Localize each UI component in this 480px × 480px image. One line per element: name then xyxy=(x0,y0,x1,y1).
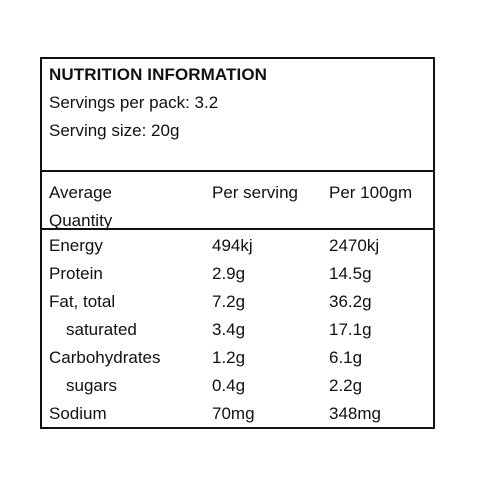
column-header-per-serving: Per serving xyxy=(212,183,298,202)
nutrient-row-sodium: Sodium 70mg 348mg xyxy=(42,398,433,426)
serving-size: Serving size: 20g xyxy=(49,121,180,140)
per-100-value: 17.1g xyxy=(329,320,372,339)
nutrient-name: Fat, total xyxy=(49,292,116,311)
label-header: NUTRITION INFORMATION Servings per pack:… xyxy=(42,59,433,172)
column-header-row: Average Quantity Per serving Per 100gm xyxy=(42,172,433,230)
per-100-value: 2.2g xyxy=(329,376,363,395)
nutrient-name: Carbohydrates xyxy=(49,348,161,367)
nutrient-name: Energy xyxy=(49,236,103,255)
nutrient-row-carbohydrates: Carbohydrates 1.2g 6.1g xyxy=(42,342,433,370)
nutrient-row-protein: Protein 2.9g 14.5g xyxy=(42,258,433,286)
per-serving-value: 494kj xyxy=(212,236,253,255)
per-100-value: 348mg xyxy=(329,404,381,423)
per-serving-value: 70mg xyxy=(212,404,255,423)
per-100-value: 6.1g xyxy=(329,348,363,367)
per-serving-value: 0.4g xyxy=(212,376,246,395)
column-header-quantity: Quantity xyxy=(49,211,113,230)
per-serving-value: 1.2g xyxy=(212,348,246,367)
nutrient-name: sugars xyxy=(66,376,118,395)
column-header-per-100: Per 100gm xyxy=(329,183,413,202)
per-100-value: 14.5g xyxy=(329,264,372,283)
nutrient-row-energy: Energy 494kj 2470kj xyxy=(42,230,433,258)
per-100-value: 2470kj xyxy=(329,236,380,255)
column-header-average-quantity: Average Quantity xyxy=(49,179,112,235)
nutrient-name: Sodium xyxy=(49,404,107,423)
nutrient-name: saturated xyxy=(66,320,137,339)
nutrient-row-sugars: sugars 0.4g 2.2g xyxy=(42,370,433,398)
nutrient-row-fat-total: Fat, total 7.2g 36.2g xyxy=(42,286,433,314)
label-title: NUTRITION INFORMATION xyxy=(49,65,268,84)
per-serving-value: 2.9g xyxy=(212,264,246,283)
column-header-average: Average xyxy=(49,183,113,202)
per-serving-value: 7.2g xyxy=(212,292,246,311)
per-serving-value: 3.4g xyxy=(212,320,246,339)
servings-per-pack: Servings per pack: 3.2 xyxy=(49,93,219,112)
per-100-value: 36.2g xyxy=(329,292,372,311)
nutrition-panel: NUTRITION INFORMATION Servings per pack:… xyxy=(40,57,435,429)
nutrient-row-saturated: saturated 3.4g 17.1g xyxy=(42,314,433,342)
nutrient-name: Protein xyxy=(49,264,103,283)
